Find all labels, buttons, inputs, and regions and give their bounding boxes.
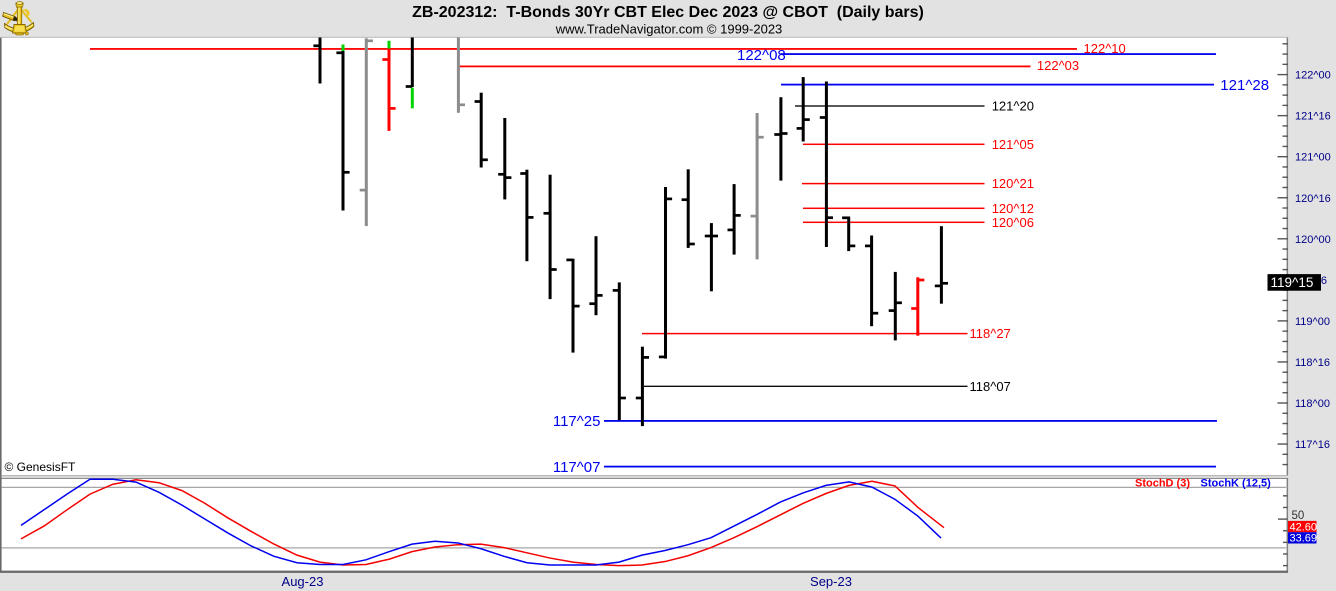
svg-text:Aug-23: Aug-23 — [282, 574, 324, 589]
svg-text:117^25: 117^25 — [553, 413, 601, 430]
svg-text:StochK (12,5): StochK (12,5) — [1201, 477, 1272, 489]
svg-text:50: 50 — [1292, 510, 1305, 522]
svg-text:117^16: 117^16 — [1295, 439, 1330, 451]
svg-text:121^28: 121^28 — [1220, 77, 1269, 94]
svg-text:119^15: 119^15 — [1271, 275, 1314, 290]
svg-text:118^16: 118^16 — [1295, 357, 1330, 369]
svg-text:121^00: 121^00 — [1295, 152, 1331, 164]
svg-text:121^16: 121^16 — [1295, 111, 1331, 123]
svg-text:120^16: 120^16 — [1295, 193, 1331, 205]
svg-text:118^07: 118^07 — [970, 379, 1011, 394]
svg-text:StochD (3): StochD (3) — [1135, 477, 1190, 489]
svg-text:33.69: 33.69 — [1290, 533, 1318, 545]
svg-text:42.60: 42.60 — [1290, 521, 1318, 533]
svg-text:www.TradeNavigator.com © 1999-: www.TradeNavigator.com © 1999-2023 — [555, 22, 783, 37]
svg-text:120^00: 120^00 — [1295, 234, 1331, 246]
svg-text:ZB-202312: T-Bonds 30Yr CBT E: ZB-202312: T-Bonds 30Yr CBT Elec Dec 202… — [412, 4, 924, 21]
svg-text:122^10: 122^10 — [1084, 41, 1126, 56]
svg-text:120^06: 120^06 — [992, 215, 1034, 230]
svg-text:117^07: 117^07 — [553, 459, 601, 476]
svg-text:122^00: 122^00 — [1295, 70, 1331, 82]
svg-text:120^21: 120^21 — [992, 176, 1034, 191]
svg-text:121^05: 121^05 — [992, 137, 1034, 152]
svg-text:Sep-23: Sep-23 — [810, 574, 852, 589]
svg-text:119^00: 119^00 — [1295, 316, 1330, 328]
svg-text:120^12: 120^12 — [992, 201, 1034, 216]
svg-text:121^20: 121^20 — [992, 99, 1034, 114]
svg-text:© GenesisFT: © GenesisFT — [5, 460, 77, 474]
svg-text:118^27: 118^27 — [970, 326, 1011, 341]
svg-text:122^08: 122^08 — [737, 47, 786, 64]
svg-text:118^00: 118^00 — [1295, 398, 1330, 410]
svg-text:122^03: 122^03 — [1037, 58, 1079, 73]
